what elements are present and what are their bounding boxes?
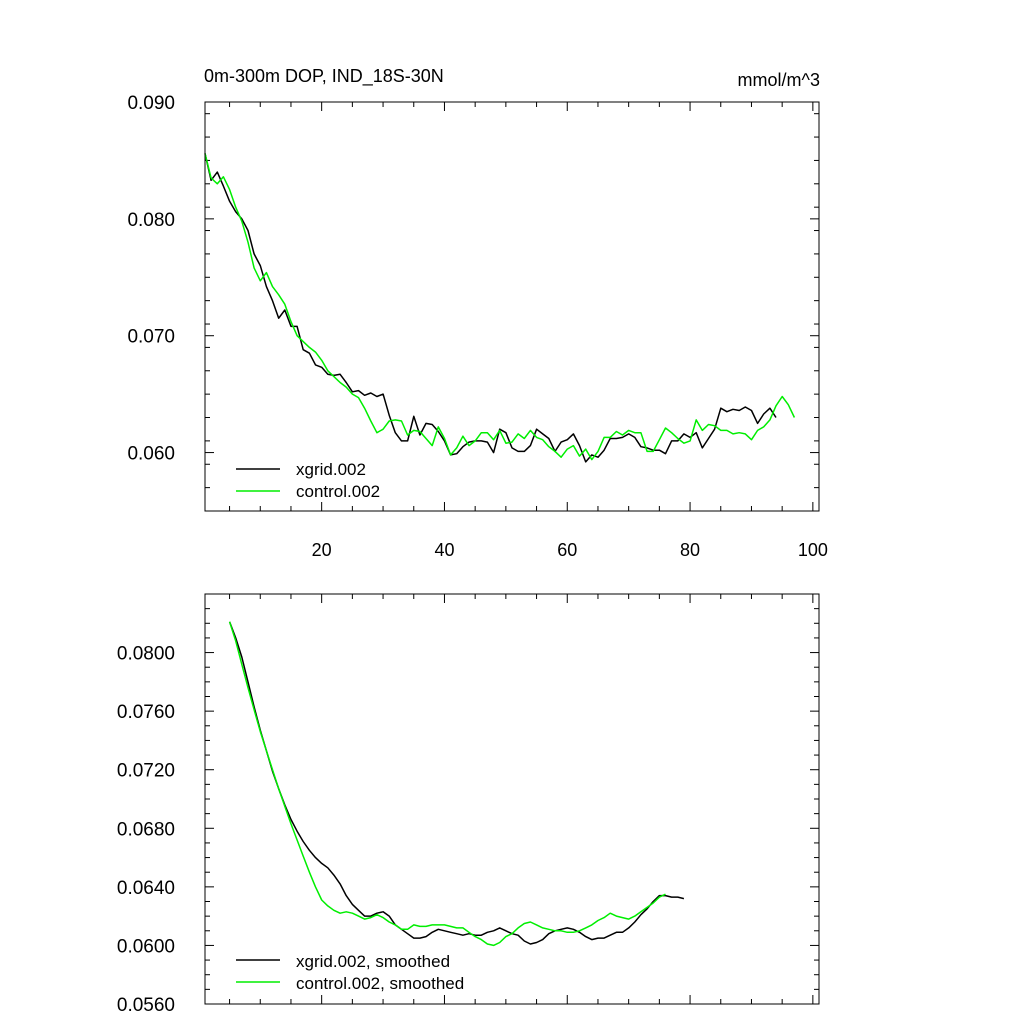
series-line-xgrid-002-smoothed [228, 621, 685, 945]
y-tick-label: 0.0680 [117, 819, 175, 840]
bottom-panel: 0.0560 0.0600 0.0640 0.0680 0.0720 0.0760 0.08… [117, 593, 820, 1016]
chart-title: 0m-300m DOP, IND_18S-30N [204, 66, 444, 87]
y-tick-label: 0.0640 [117, 878, 175, 899]
y-tick-label: 0.080 [127, 210, 175, 231]
top-legend: xgrid.002 control.002 [236, 460, 380, 501]
units-label: mmol/m^3 [738, 70, 820, 90]
top-series [204, 153, 796, 463]
y-tick-label: 0.0560 [117, 995, 175, 1016]
y-tick-label: 0.060 [127, 444, 175, 465]
y-tick-label: 0.0760 [117, 702, 175, 723]
legend-label-control: control.002 [296, 482, 380, 501]
bottom-ticks [205, 594, 819, 1005]
top-plot-frame [204, 101, 820, 512]
series-line-control-002 [204, 153, 796, 461]
series-line-control-002-smoothed [228, 621, 666, 947]
legend-label-xgrid: xgrid.002 [296, 460, 366, 479]
x-tick-label: 80 [680, 540, 700, 560]
x-tick-label: 100 [798, 540, 828, 560]
y-tick-label: 0.090 [127, 93, 175, 114]
y-tick-label: 0.0600 [117, 936, 175, 957]
bottom-plot-frame [204, 593, 820, 1005]
x-tick-label: 20 [312, 540, 332, 560]
legend-label-xgrid-smoothed: xgrid.002, smoothed [296, 952, 450, 971]
y-tick-label: 0.0800 [117, 644, 175, 665]
legend-label-control-smoothed: control.002, smoothed [296, 974, 464, 993]
y-tick-label: 0.0720 [117, 761, 175, 782]
bottom-tick-labels: 0.0560 0.0600 0.0640 0.0680 0.0720 0.0760 0.08… [117, 644, 175, 1016]
top-panel: 0m-300m DOP, IND_18S-30N mmol/m^3 20 40 60… [127, 66, 827, 560]
bottom-series [228, 621, 685, 947]
x-tick-label: 40 [434, 540, 454, 560]
x-tick-label: 60 [557, 540, 577, 560]
y-tick-label: 0.070 [127, 327, 175, 348]
top-tick-labels: 20 40 60 80 100 0.060 0.070 0.080 0.090 [127, 93, 827, 560]
series-line-xgrid-002 [204, 153, 777, 463]
bottom-legend: xgrid.002, smoothed control.002, smoothe… [236, 952, 464, 993]
top-ticks [205, 101, 819, 512]
